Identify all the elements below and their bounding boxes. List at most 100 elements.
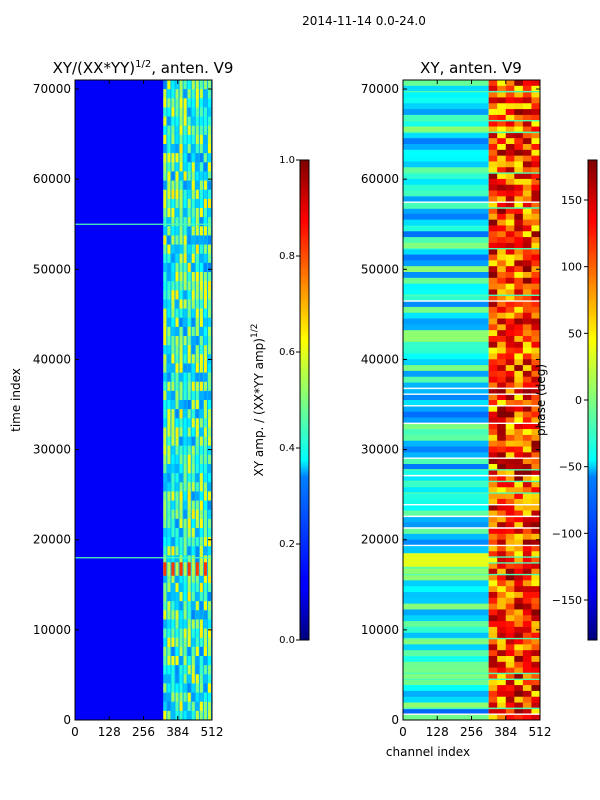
amplitude-cell (183, 473, 187, 483)
amplitude-cell (179, 125, 183, 136)
amplitude-cell (183, 500, 187, 511)
left-y-tick-label-0: 0 (63, 713, 71, 727)
phase-hot-cell (505, 580, 515, 587)
phase-hot-cell (514, 673, 524, 680)
amplitude-cell (171, 354, 175, 364)
phase-hot-cell (522, 592, 532, 599)
amplitude-cell (207, 400, 211, 410)
amplitude-cell (163, 244, 167, 255)
phase-hot-cell (514, 272, 524, 279)
amplitude-cell (183, 601, 187, 611)
phase-hot-cell (488, 702, 498, 709)
phase-row (403, 103, 489, 110)
phase-hot-cell (531, 557, 541, 564)
amplitude-cell (207, 646, 211, 657)
right-y-tick-label-30000: 30000 (361, 443, 399, 457)
right-y-tick-label-20000: 20000 (361, 533, 399, 547)
amplitude-cell (203, 674, 207, 684)
phase-hot-cell (505, 365, 515, 372)
phase-hot-cell (488, 272, 498, 279)
amplitude-cell (191, 637, 195, 648)
amplitude-cell (183, 665, 187, 675)
amplitude-cell (163, 208, 167, 218)
phase-hot-cell (488, 481, 498, 488)
amplitude-cell (191, 125, 195, 136)
phase-hot-cell (531, 673, 541, 680)
phase-hot-cell (488, 126, 498, 133)
amplitude-cell (187, 281, 191, 291)
phase-hot-cell (522, 458, 532, 465)
amplitude-cell (167, 363, 171, 374)
amplitude-cell (191, 381, 195, 392)
phase-hot-cell (505, 673, 515, 680)
amplitude-cell (191, 646, 195, 657)
phase-hot-cell (497, 306, 507, 314)
amplitude-cell (203, 208, 207, 218)
phase-hot-cell (505, 440, 515, 448)
phase-hot-cell (505, 353, 515, 360)
amplitude-cell (195, 125, 199, 136)
phase-hot-cell (497, 650, 507, 657)
phase-hot-cell (497, 126, 507, 133)
phase-hot-cell (497, 184, 507, 192)
phase-hot-cell (497, 347, 507, 354)
amplitude-cell (191, 290, 195, 300)
amplitude-cell (167, 299, 171, 310)
amplitude-cell (191, 464, 195, 474)
amplitude-cell (207, 500, 211, 511)
amplitude-cell (187, 107, 191, 118)
amplitude-cell (191, 610, 195, 620)
phase-hot-cell (531, 190, 541, 197)
amplitude-hot-cell (207, 562, 211, 576)
amplitude-cell (163, 198, 167, 209)
phase-hot-cell (497, 266, 507, 273)
phase-hot-cell (531, 597, 541, 605)
phase-hot-cell (497, 225, 507, 232)
amplitude-cell (195, 98, 199, 108)
amplitude-hot-cell (187, 562, 191, 576)
phase-hot-cell (488, 388, 498, 395)
phase-hot-cell (522, 533, 532, 541)
phase-hot-cell (488, 667, 498, 674)
phase-hot-cell (514, 167, 524, 174)
phase-hot-cell (505, 650, 515, 657)
phase-hot-cell (531, 469, 541, 477)
phase-hot-cell (522, 574, 532, 581)
phase-hot-cell (488, 522, 498, 529)
phase-hot-cell (514, 283, 524, 290)
amplitude-colorbar-label: XY amp. / (XX*YY amp)1/2 (250, 324, 266, 477)
amplitude-cell (171, 226, 175, 236)
amplitude-cell (167, 244, 171, 255)
phase-hot-cell (497, 597, 507, 605)
amplitude-cell (207, 390, 211, 401)
right-x-tick-label-256: 256 (460, 725, 483, 739)
phase-hot-cell (522, 394, 532, 401)
amplitude-cell (195, 573, 199, 584)
amplitude-cell (183, 281, 187, 291)
amplitude-cell (187, 226, 191, 236)
amplitude-cell (167, 491, 171, 502)
amplitude-cell (175, 189, 179, 200)
phase-colorbar-tick-label: 100 (561, 261, 582, 274)
phase-row (403, 458, 489, 465)
phase-hot-cell (522, 446, 532, 453)
phase-row (403, 370, 489, 378)
phase-hot-cell (522, 80, 532, 87)
amplitude-cell (179, 281, 183, 291)
amplitude-cell (175, 107, 179, 118)
phase-hot-cell (505, 178, 515, 186)
amplitude-cell (191, 308, 195, 319)
amplitude-colorbar-tick-label: 1.0 (279, 155, 295, 166)
amplitude-cell (163, 153, 167, 163)
phase-row (403, 452, 489, 459)
amplitude-cell (163, 217, 167, 227)
phase-hot-cell (497, 528, 507, 535)
phase-hot-cell (514, 685, 524, 692)
amplitude-cell (183, 299, 187, 310)
amplitude-cell (187, 683, 191, 694)
phase-hot-cell (522, 202, 532, 209)
amplitude-cell (183, 656, 187, 666)
phase-hot-cell (531, 266, 541, 273)
phase-hot-cell (505, 708, 515, 715)
amplitude-cell (175, 628, 179, 639)
